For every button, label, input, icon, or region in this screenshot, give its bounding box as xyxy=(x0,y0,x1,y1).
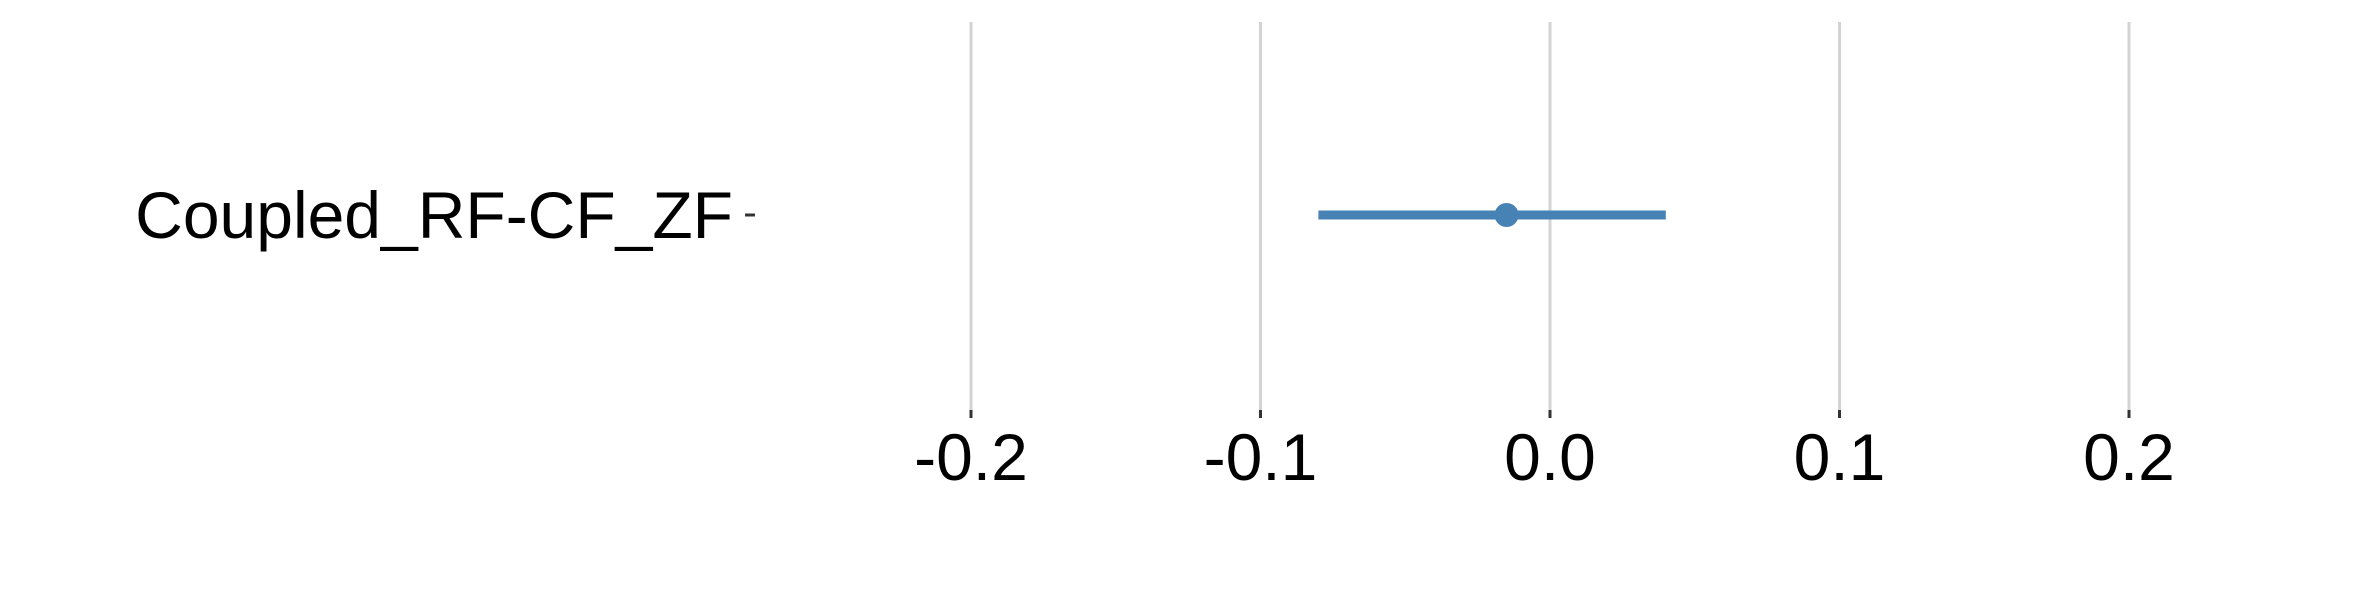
x-tick-label: 0.1 xyxy=(1794,420,1886,494)
x-tick-label: -0.1 xyxy=(1204,420,1318,494)
x-tick-label: 0.0 xyxy=(1504,420,1596,494)
x-tick-label: -0.2 xyxy=(914,420,1028,494)
x-tick-label: 0.2 xyxy=(2083,420,2175,494)
category-label: Coupled_RF-CF_ZF xyxy=(135,178,733,252)
x-axis-ticks xyxy=(969,410,2131,418)
y-axis-category-labels: Coupled_RF-CF_ZF xyxy=(135,178,755,252)
point-estimate xyxy=(1494,203,1519,227)
x-axis-tick-labels: -0.2 -0.1 0.0 0.1 0.2 xyxy=(914,420,2175,494)
estimates xyxy=(1318,203,1666,227)
